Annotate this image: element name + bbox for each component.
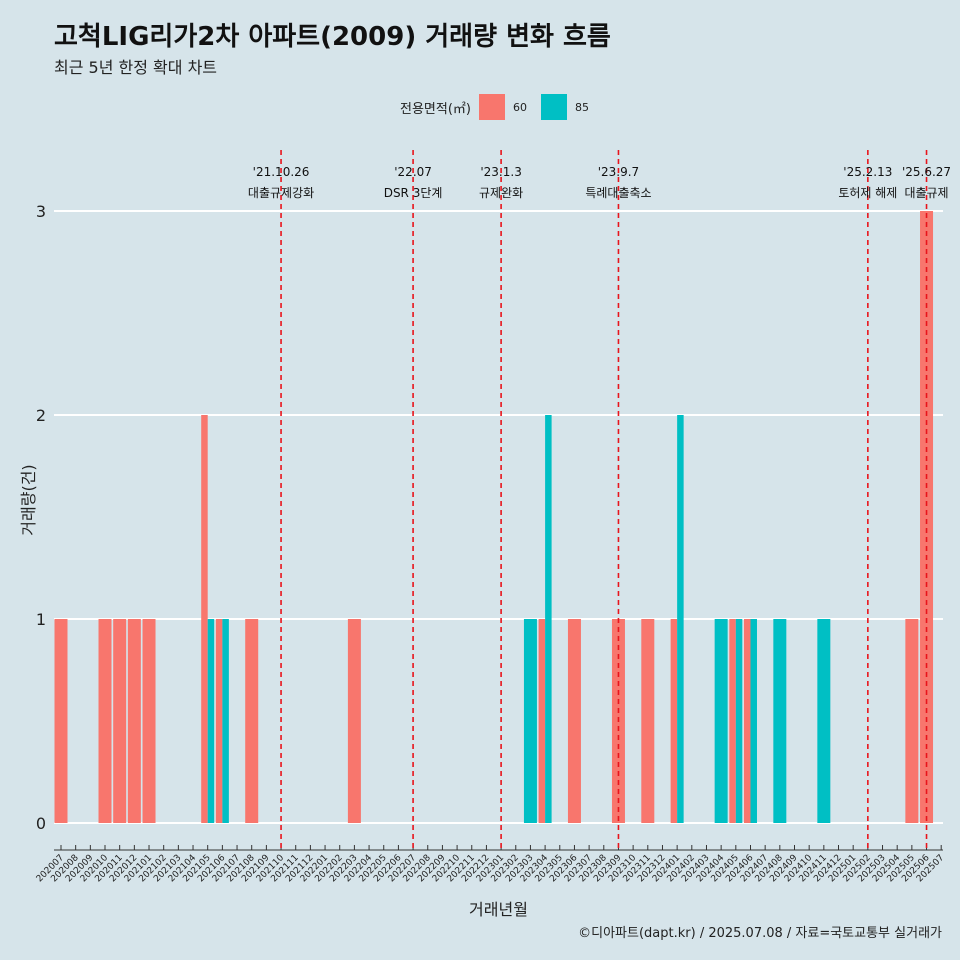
event-label: 특례대출축소 xyxy=(585,186,651,200)
bar-85 xyxy=(222,619,229,823)
event-label: 토허제 해제 xyxy=(838,186,897,200)
y-tick-label: 1 xyxy=(36,610,46,629)
bar-60 xyxy=(142,619,156,823)
bar-60 xyxy=(245,619,259,823)
bar-85 xyxy=(714,619,728,823)
bar-85 xyxy=(523,619,537,823)
y-tick-label: 3 xyxy=(36,202,46,221)
bar-60 xyxy=(729,619,736,823)
event-date-label: '25.6.27 xyxy=(902,165,951,179)
legend-title: 전용면적(㎡) xyxy=(400,101,471,117)
source-caption: ©디아파트(dapt.kr) / 2025.07.08 / 자료=국토교통부 실… xyxy=(578,926,942,941)
bar-60 xyxy=(347,619,361,823)
event-date-label: '25.2.13 xyxy=(843,165,892,179)
y-tick-label: 2 xyxy=(36,406,46,425)
bar-85 xyxy=(677,415,684,823)
legend-key-60 xyxy=(478,94,505,120)
event-date-label: '21.10.26 xyxy=(253,165,310,179)
bar-60 xyxy=(920,211,934,823)
legend-label-60: 60 xyxy=(512,100,527,114)
bar-60 xyxy=(567,619,581,823)
bar-60 xyxy=(641,619,655,823)
bar-85 xyxy=(817,619,831,823)
event-date-label: '23.1.3 xyxy=(480,165,521,179)
bar-60 xyxy=(201,415,208,823)
event-label: DSR 3단계 xyxy=(384,186,443,200)
bar-60 xyxy=(538,619,546,823)
y-axis-title: 거래량(건) xyxy=(19,464,38,535)
bar-60 xyxy=(54,619,68,823)
x-axis-title: 거래년월 xyxy=(469,900,528,919)
bar-60 xyxy=(670,619,678,823)
legend-label-85: 85 xyxy=(574,100,589,114)
bar-85 xyxy=(545,415,552,823)
bar-60 xyxy=(113,619,127,823)
bar-85 xyxy=(207,619,215,823)
event-date-label: '22.07 xyxy=(394,165,432,179)
bar-85 xyxy=(750,619,757,823)
bar-60 xyxy=(98,619,112,823)
chart-subtitle: 최근 5년 한정 확대 차트 xyxy=(54,58,218,77)
bar-85 xyxy=(735,619,743,823)
bar-60 xyxy=(743,619,751,823)
bar-60 xyxy=(215,619,223,823)
bar-60 xyxy=(905,619,919,823)
bar-60 xyxy=(127,619,141,823)
legend-key-85 xyxy=(540,94,567,120)
event-date-label: '23.9.7 xyxy=(598,165,639,179)
event-label: 규제완화 xyxy=(479,186,523,200)
event-label: 대출규제강화 xyxy=(248,186,314,200)
chart-title: 고척LIG리가2차 아파트(2009) 거래량 변화 흐름 xyxy=(54,22,611,52)
bar-85 xyxy=(773,619,787,823)
y-tick-label: 0 xyxy=(36,814,46,833)
event-label: 대출규제 xyxy=(904,186,948,200)
legend: 전용면적(㎡) 60 85 xyxy=(400,93,603,121)
